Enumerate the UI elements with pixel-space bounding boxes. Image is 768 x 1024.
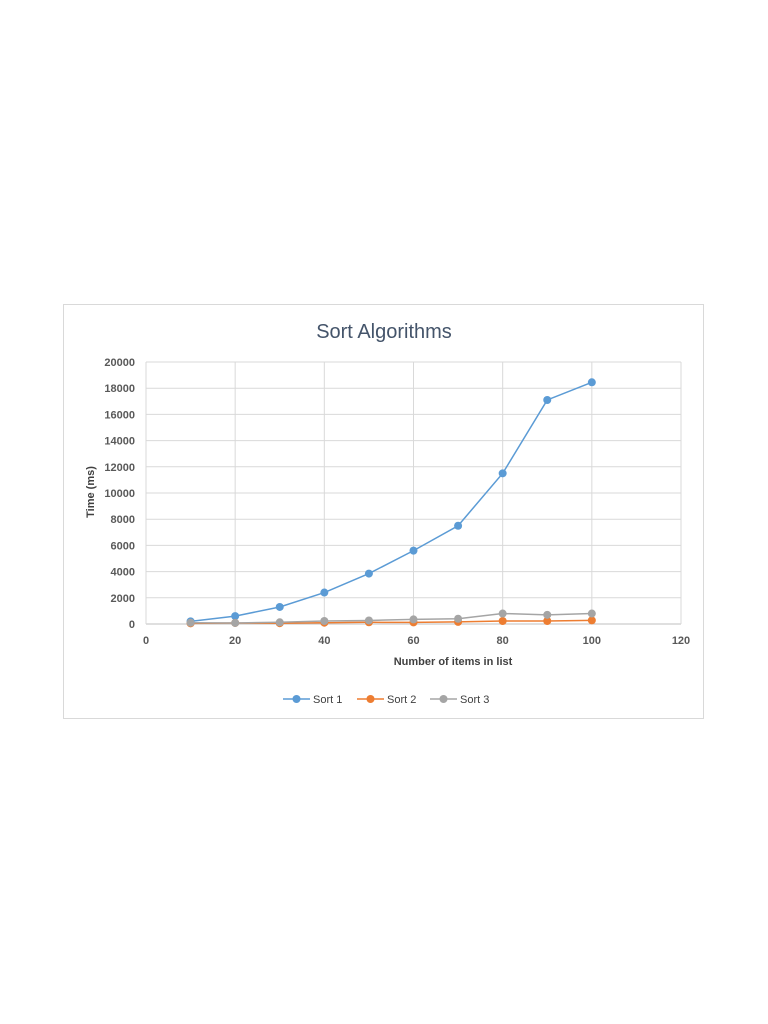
x-tick-label: 60	[407, 635, 419, 647]
y-tick-label: 2000	[111, 593, 135, 605]
legend-label: Sort 3	[460, 694, 489, 706]
y-tick-label: 6000	[111, 540, 135, 552]
data-point	[231, 618, 240, 627]
y-axis-title: Time (ms)	[85, 466, 97, 518]
x-axis-title: Number of items in list	[394, 656, 513, 668]
y-tick-label: 4000	[111, 567, 135, 579]
x-tick-label: 40	[318, 635, 330, 647]
data-point	[231, 612, 240, 621]
y-tick-label: 14000	[104, 436, 135, 448]
y-tick-label: 18000	[104, 383, 135, 395]
series-line	[190, 381, 593, 623]
legend-marker	[366, 695, 375, 703]
series-2	[186, 616, 596, 628]
y-tick-label: 20000	[104, 357, 135, 369]
data-point	[320, 588, 329, 597]
x-axis-ticks: 0 20 40 60 80 100 120	[143, 635, 690, 647]
y-tick-label: 12000	[104, 462, 135, 474]
data-point	[587, 609, 596, 618]
x-tick-label: 80	[497, 635, 509, 647]
data-point	[587, 378, 596, 387]
y-tick-label: 8000	[111, 514, 135, 526]
line-chart: Sort Algorithms 0 2000 4000 6000 8000 10000 12…	[85, 321, 690, 706]
data-point	[275, 602, 284, 611]
series-3	[186, 609, 596, 627]
legend-item: Sort 2	[357, 694, 416, 706]
data-point	[498, 616, 507, 625]
legend-label: Sort 1	[313, 694, 342, 706]
data-point	[275, 618, 284, 627]
data-point	[498, 469, 507, 478]
data-point	[454, 521, 463, 530]
data-point	[543, 616, 552, 625]
data-point	[543, 610, 552, 619]
data-point	[543, 395, 552, 404]
y-axis-ticks: 0 2000 4000 6000 8000 10000 12000 14000 16000 180…	[104, 357, 135, 631]
data-point	[409, 615, 418, 624]
series-layer	[186, 378, 596, 628]
data-point	[364, 616, 373, 625]
data-point	[364, 569, 373, 578]
x-tick-label: 0	[143, 635, 149, 647]
legend-item: Sort 3	[430, 694, 489, 706]
legend-label: Sort 2	[387, 694, 416, 706]
data-point	[409, 546, 418, 555]
grid	[145, 361, 682, 625]
x-tick-label: 120	[672, 635, 690, 647]
chart-frame: Sort Algorithms 0 2000 4000 6000 8000 10000 12…	[63, 304, 704, 719]
chart-title: Sort Algorithms	[316, 321, 452, 343]
y-tick-label: 10000	[104, 488, 135, 500]
x-tick-label: 100	[583, 635, 601, 647]
series-line	[190, 612, 592, 624]
data-point	[454, 614, 463, 623]
series-1	[186, 378, 596, 626]
y-tick-label: 16000	[104, 409, 135, 421]
data-point	[186, 618, 195, 627]
y-tick-label: 0	[129, 619, 135, 631]
data-point	[498, 609, 507, 618]
legend: Sort 1 Sort 2 Sort 3	[283, 694, 489, 706]
data-point	[320, 616, 329, 625]
x-tick-label: 20	[229, 635, 241, 647]
legend-item: Sort 1	[283, 694, 342, 706]
legend-marker	[292, 695, 301, 703]
legend-marker	[439, 695, 448, 703]
data-point	[587, 616, 596, 625]
